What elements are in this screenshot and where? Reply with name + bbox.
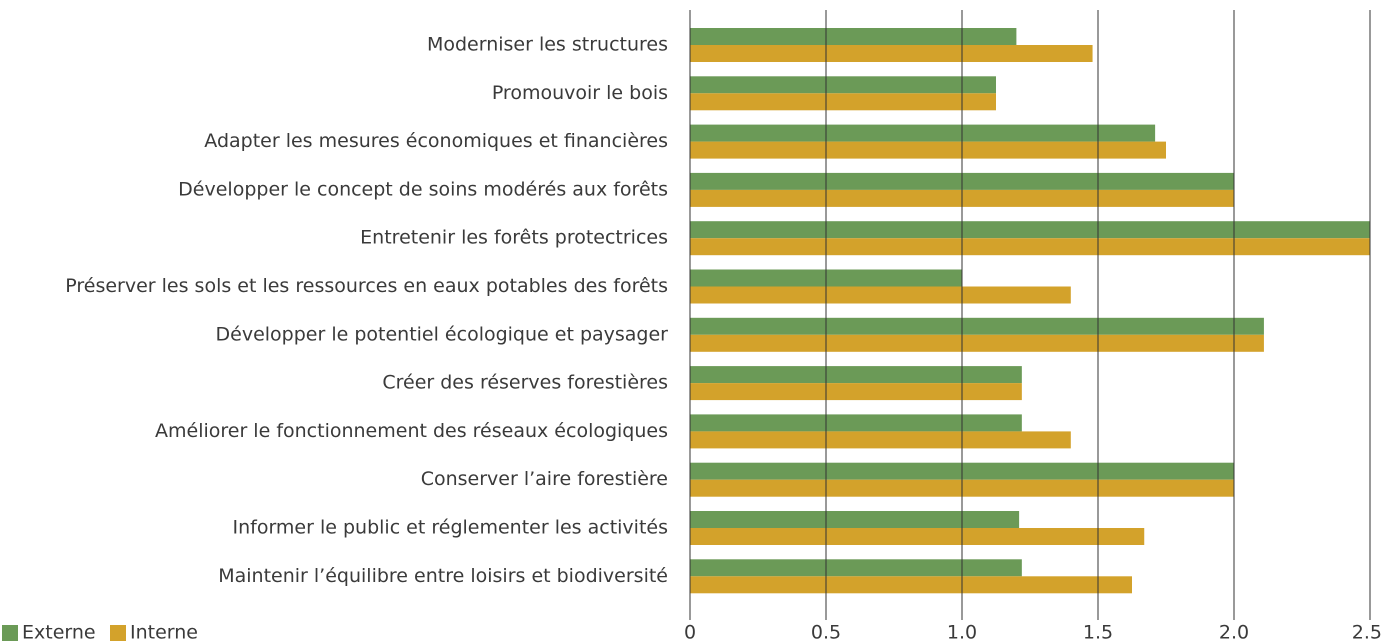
- bar: [690, 383, 1022, 401]
- bar: [690, 528, 1145, 545]
- category-label: Adapter les mesures économiques et finan…: [204, 130, 668, 152]
- legend-swatch: [110, 625, 126, 641]
- bar: [690, 334, 1264, 352]
- bar: [690, 124, 1156, 142]
- bar: [690, 238, 1370, 256]
- category-label: Informer le public et réglementer les ac…: [232, 517, 668, 539]
- category-label: Promouvoir le bois: [492, 82, 668, 104]
- category-label: Améliorer le fonctionnement des réseaux …: [155, 420, 668, 442]
- bar: [690, 317, 1264, 335]
- bar: [690, 576, 1132, 594]
- bar: [690, 93, 996, 111]
- bar: [690, 45, 1093, 62]
- x-tick-label: 0: [684, 622, 696, 643]
- bar: [690, 28, 1017, 45]
- category-label: Développer le potentiel écologique et pa…: [216, 323, 669, 345]
- x-tick-label: 2.5: [1352, 622, 1382, 643]
- legend-label: Interne: [130, 622, 198, 643]
- bar: [690, 414, 1022, 432]
- bar: [690, 511, 1020, 528]
- bar: [690, 76, 996, 94]
- category-label: Créer des réserves forestières: [382, 372, 668, 394]
- legend-swatch: [2, 625, 18, 641]
- x-tick-label: 1.0: [947, 622, 977, 643]
- bar: [690, 221, 1370, 239]
- x-tick-label: 0.5: [811, 622, 841, 643]
- category-label: Maintenir l’équilibre entre loisirs et b…: [218, 565, 668, 587]
- bar: [690, 431, 1071, 449]
- category-label: Développer le concept de soins modérés a…: [178, 178, 668, 200]
- legend-label: Externe: [22, 622, 96, 643]
- category-label: Préserver les sols et les ressources en …: [65, 275, 668, 297]
- category-label: Moderniser les structures: [427, 34, 668, 56]
- bar: [690, 286, 1071, 304]
- category-label: Entretenir les forêts protectrices: [360, 227, 668, 249]
- category-label: Conserver l’aire forestière: [421, 468, 668, 490]
- x-tick-label: 2.0: [1219, 622, 1249, 643]
- bar: [690, 141, 1166, 159]
- x-tick-label: 1.5: [1083, 622, 1113, 643]
- bar: [690, 366, 1022, 384]
- bar: [690, 559, 1022, 577]
